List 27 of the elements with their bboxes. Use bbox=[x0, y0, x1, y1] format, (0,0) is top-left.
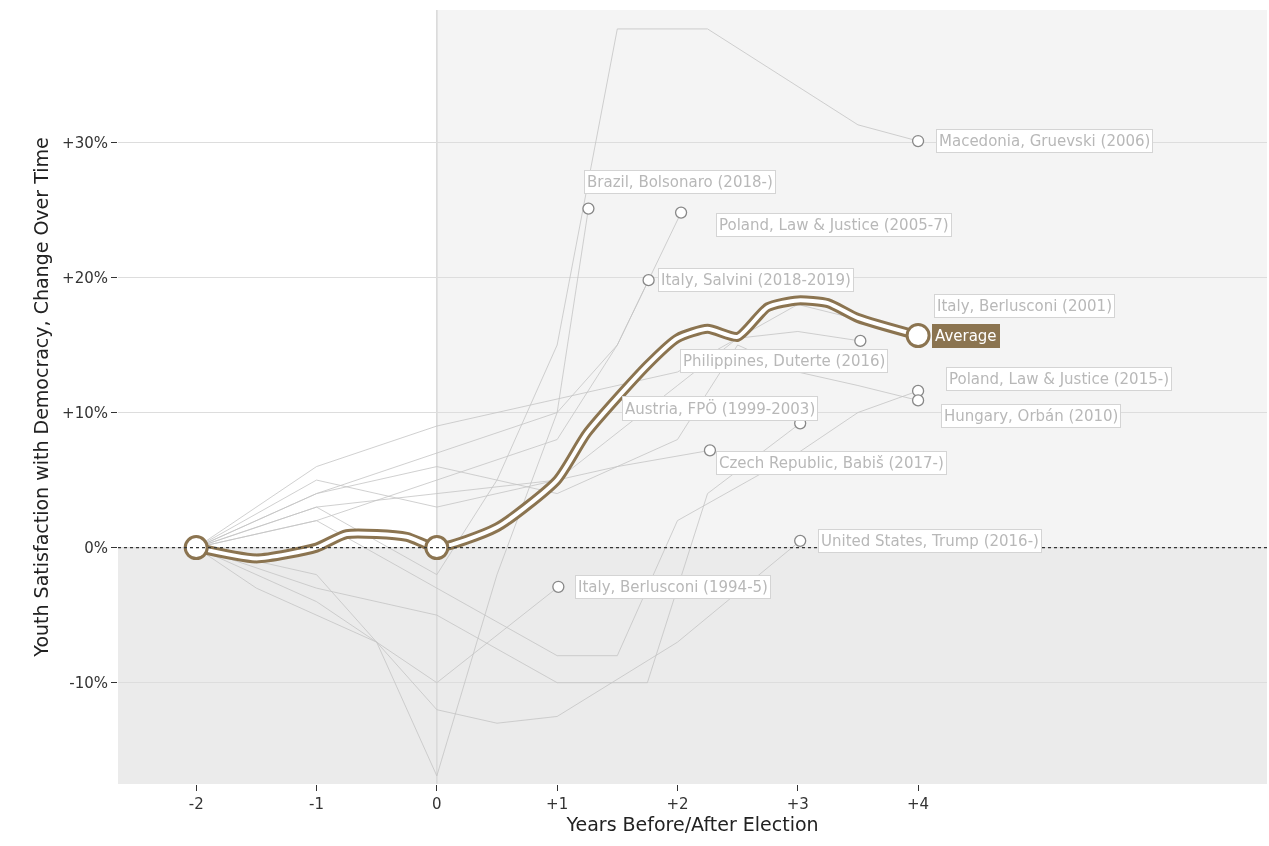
x-tick-label: +2 bbox=[666, 795, 689, 813]
series-label: Italy, Berlusconi (2001) bbox=[937, 297, 1112, 315]
series-label: Poland, Law & Justice (2015-) bbox=[949, 370, 1169, 388]
x-tick-label: +4 bbox=[907, 795, 930, 813]
series-label: Austria, FPÖ (1999-2003) bbox=[625, 399, 816, 418]
series-label: Italy, Berlusconi (1994-5) bbox=[578, 578, 768, 596]
series-label: Brazil, Bolsonaro (2018-) bbox=[587, 173, 773, 191]
series-label: Hungary, Orbán (2010) bbox=[944, 407, 1119, 425]
series-label: Average bbox=[935, 327, 997, 345]
x-tick-label: +1 bbox=[546, 795, 569, 813]
y-tick-label: +20% bbox=[62, 268, 108, 287]
y-tick-label: +30% bbox=[62, 133, 108, 152]
x-axis-title: Years Before/After Election bbox=[565, 813, 819, 835]
x-tick-label: -2 bbox=[188, 795, 204, 813]
text: Poland, Law & Justice (2005-7) bbox=[719, 216, 949, 234]
series-label: Macedonia, Gruevski (2006) bbox=[939, 132, 1151, 150]
y-tick-label: -10% bbox=[69, 673, 108, 692]
series-label: Philippines, Duterte (2016) bbox=[683, 352, 886, 370]
x-tick-label: -1 bbox=[309, 795, 324, 813]
y-tick-label: 0% bbox=[84, 538, 108, 557]
series-label: Italy, Salvini (2018-2019) bbox=[661, 271, 851, 289]
x-tick-label: 0 bbox=[432, 795, 442, 813]
y-axis-title: Youth Satisfaction with Democracy, Change Over Time bbox=[29, 137, 52, 658]
x-tick-label: +3 bbox=[786, 795, 809, 813]
series-label: Czech Republic, Babiš (2017-) bbox=[719, 454, 944, 472]
series-label: United States, Trump (2016-) bbox=[821, 532, 1039, 550]
y-tick-label: +10% bbox=[62, 403, 108, 422]
